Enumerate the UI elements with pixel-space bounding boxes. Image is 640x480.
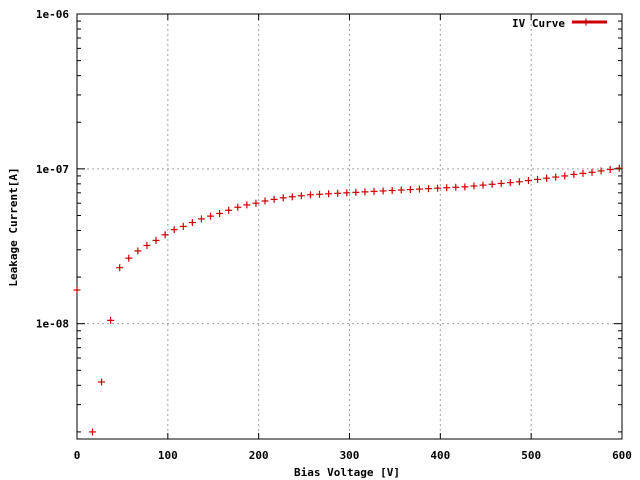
data-point [479,181,487,189]
data-point [524,177,532,185]
data-point [116,264,124,272]
data-point [252,199,260,207]
y-tick-label: 1e-07 [36,163,69,176]
data-points [73,164,623,436]
data-point [188,219,196,227]
data-point [234,203,242,211]
data-point [534,175,542,183]
legend: IV Curve [512,17,607,30]
data-point [297,192,305,200]
x-tick-label: 100 [158,449,178,462]
data-point [588,168,596,176]
y-tick-labels: 1e-08 1e-07 1e-06 [36,8,69,331]
x-tick-label: 200 [249,449,269,462]
data-point [388,186,396,194]
data-point [570,170,578,178]
data-point [98,378,106,386]
data-point [552,173,560,181]
data-point [434,184,442,192]
data-point [397,186,405,194]
x-tick-label: 600 [612,449,632,462]
data-point [179,222,187,230]
data-point [125,254,133,262]
data-point [579,169,587,177]
x-axis-label: Bias Voltage [V] [294,466,400,479]
data-point [461,183,469,191]
data-point [415,185,423,193]
data-point [216,209,224,217]
data-point [615,164,623,172]
data-point [515,178,523,186]
x-tick-label: 500 [521,449,541,462]
axis-ticks [76,13,623,439]
data-point [207,212,215,220]
grid-lines [77,14,622,439]
data-point [334,189,342,197]
data-point [225,206,233,214]
plot-frame [76,13,623,440]
data-point [73,286,81,294]
data-point [88,428,96,436]
y-tick-label: 1e-06 [36,8,69,21]
data-point [506,179,514,187]
data-point [243,201,251,209]
data-point [143,241,151,249]
data-point [306,191,314,199]
data-point [352,188,360,196]
data-point [170,226,178,234]
data-point [316,190,324,198]
data-point [197,215,205,223]
data-point [443,184,451,192]
data-point [279,194,287,202]
data-point [543,174,551,182]
data-point [161,231,169,239]
data-point [379,187,387,195]
x-tick-label: 400 [430,449,450,462]
y-tick-label: 1e-08 [36,318,69,331]
legend-label: IV Curve [512,17,565,30]
data-point [425,185,433,193]
data-point [406,186,414,194]
data-point [561,172,569,180]
data-point [370,187,378,195]
y-axis-label: Leakage Current[A] [7,167,20,286]
data-point [134,247,142,255]
data-point [325,190,333,198]
data-point [361,188,369,196]
data-point [107,316,115,324]
data-point [152,236,160,244]
x-tick-label: 0 [74,449,81,462]
data-point [261,197,269,205]
data-point [288,193,296,201]
data-point [470,182,478,190]
data-point [270,195,278,203]
data-point [452,183,460,191]
data-point [597,167,605,175]
x-tick-labels: 0 100 200 300 400 500 600 [74,449,632,462]
data-point [343,189,351,197]
data-point [497,179,505,187]
x-tick-label: 300 [340,449,360,462]
data-point [488,180,496,188]
data-point [606,166,614,174]
